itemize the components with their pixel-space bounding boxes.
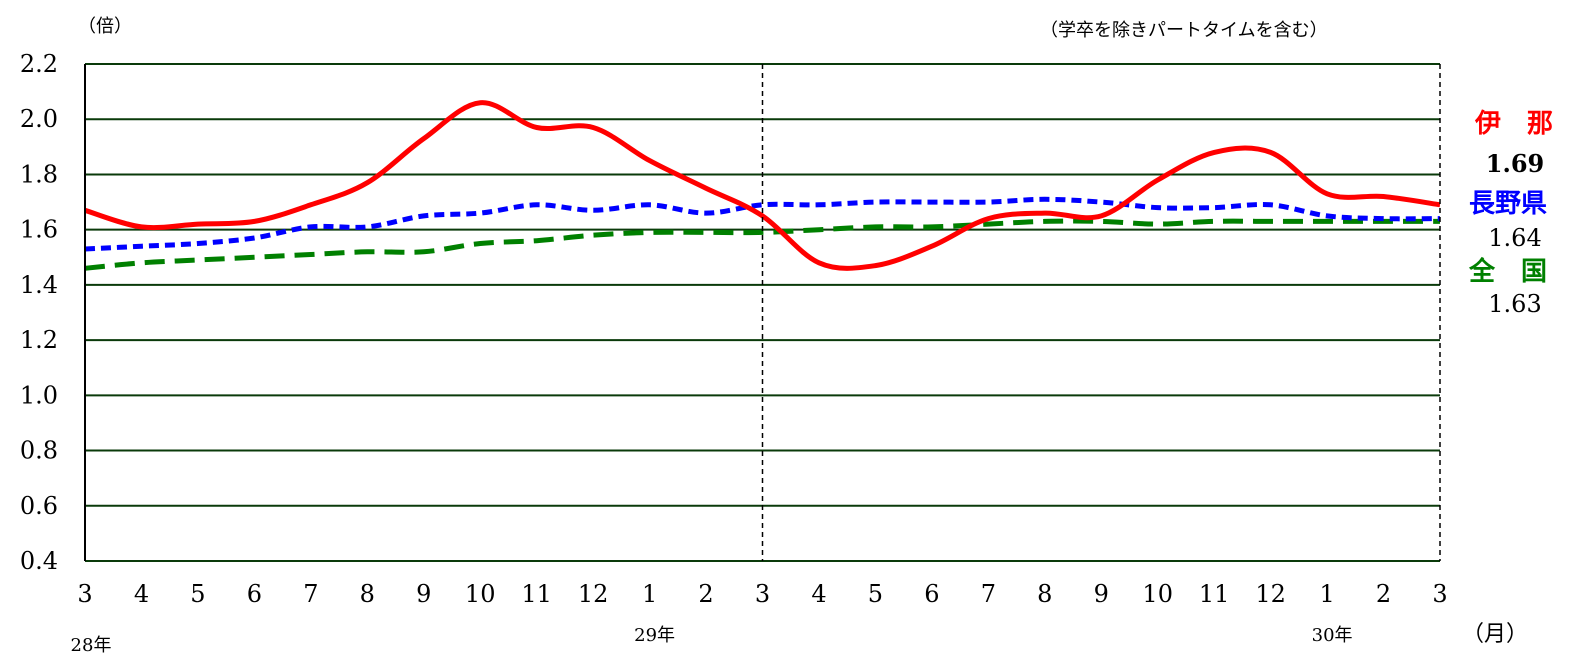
y-tick-label: 2.0 — [20, 105, 58, 133]
x-tick-label: 1 — [642, 580, 657, 608]
x-tick-label: 2 — [698, 580, 713, 608]
legend-value: 1.69 — [1486, 149, 1544, 178]
x-tick-label: 11 — [521, 580, 552, 608]
x-tick-label: 10 — [1142, 580, 1173, 608]
x-tick-label: 6 — [247, 580, 262, 608]
x-tick-label: 12 — [1255, 580, 1286, 608]
series-lines — [84, 100, 1441, 271]
x-tick-label: 5 — [868, 580, 883, 608]
x-tick-label: 8 — [1037, 580, 1052, 608]
y-tick-label: 1.4 — [20, 271, 58, 299]
series-line-0 — [84, 100, 1441, 271]
series-line-2 — [84, 218, 1440, 271]
y-tick-label: 1.8 — [20, 160, 58, 188]
legend-name: 長野県 — [1469, 189, 1547, 219]
x-tick-label: 4 — [811, 580, 826, 608]
y-tick-label: 1.0 — [20, 381, 58, 409]
legend-value: 1.64 — [1488, 224, 1541, 252]
year-label: 28年 — [71, 635, 112, 656]
x-unit-label: （月） — [1462, 622, 1528, 647]
x-tick-label: 3 — [1432, 580, 1447, 608]
x-tick-label: 11 — [1199, 580, 1230, 608]
x-tick-label: 9 — [416, 580, 431, 608]
x-tick-label: 2 — [1376, 580, 1391, 608]
x-tick-label: 3 — [77, 580, 92, 608]
y-tick-label: 1.2 — [20, 326, 58, 354]
x-tick-label: 4 — [134, 580, 149, 608]
y-unit-label: （倍） — [78, 16, 132, 37]
x-tick-label: 6 — [924, 580, 939, 608]
y-tick-label: 1.6 — [20, 216, 58, 244]
x-tick-label: 5 — [190, 580, 205, 608]
y-tick-label: 2.2 — [20, 50, 58, 78]
x-tick-label: 3 — [755, 580, 770, 608]
x-tick-label: 12 — [578, 580, 609, 608]
x-tick-label: 7 — [981, 580, 996, 608]
series-line-1 — [84, 196, 1441, 252]
x-tick-label: 1 — [1319, 580, 1334, 608]
x-tick-label: 9 — [1094, 580, 1109, 608]
legend-name: 全 国 — [1468, 256, 1547, 287]
x-tick-label: 10 — [465, 580, 496, 608]
legend-name: 伊 那 — [1474, 109, 1553, 139]
year-label: 29年 — [634, 625, 675, 646]
x-tick-label: 7 — [303, 580, 318, 608]
legend-value: 1.63 — [1488, 290, 1541, 318]
axes — [84, 64, 1441, 561]
y-tick-label: 0.4 — [20, 547, 58, 575]
x-tick-label: 8 — [360, 580, 375, 608]
y-tick-label: 0.6 — [20, 492, 58, 520]
note-label: （学卒を除きパートタイムを含む） — [1040, 20, 1328, 41]
year-label: 30年 — [1312, 625, 1353, 646]
y-tick-label: 0.8 — [20, 437, 58, 465]
labels: 2.2 2.0 1.8 1.6 1.4 1.2 1.0 0.8 0.6 0.4 3 4 5 6 7 8 9 10 1… — [20, 16, 1553, 656]
